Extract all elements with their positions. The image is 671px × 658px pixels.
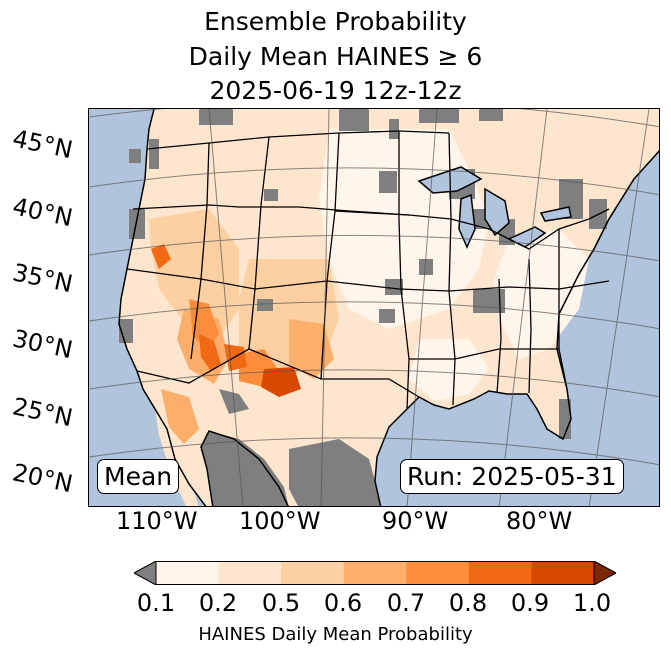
colorbar-tick-label: 0.9 — [510, 589, 550, 617]
colorbar-under-triangle — [134, 561, 157, 585]
map-canvas — [89, 109, 659, 506]
coastline — [118, 109, 659, 506]
colorbar-tick-label: 0.8 — [448, 589, 488, 617]
mean-label: Mean — [97, 459, 180, 494]
lat-label-30: 30°N — [10, 324, 76, 365]
colorbar-tick-label: 0.6 — [323, 589, 363, 617]
colorbar-tick-label: 0.5 — [261, 589, 301, 617]
colorbar-over-triangle — [593, 561, 616, 585]
colorbar-segment — [531, 561, 595, 585]
colorbar-segment — [406, 561, 470, 585]
colorbar-segment — [343, 561, 407, 585]
high-probability-areas — [151, 244, 301, 397]
colorbar-segment — [281, 561, 345, 585]
colorbar-tick-label: 0.7 — [386, 589, 426, 617]
colorbar-segment — [156, 561, 220, 585]
chart-title-line-2: Daily Mean HAINES ≥ 6 — [188, 42, 483, 71]
colorbar — [134, 561, 616, 585]
lon-label-90: 90°W — [382, 507, 449, 535]
map-panel — [88, 108, 660, 507]
colorbar-tick-label: 0.2 — [198, 589, 238, 617]
lon-label-100: 100°W — [239, 507, 321, 535]
colorbar-segment — [468, 561, 532, 585]
lat-label-35: 35°N — [10, 258, 76, 299]
colorbar-tick-label: 0.1 — [136, 589, 176, 617]
colorbar-label: HAINES Daily Mean Probability — [198, 624, 473, 645]
lon-label-80: 80°W — [506, 507, 573, 535]
lat-label-20: 20°N — [10, 458, 76, 499]
lat-label-45: 45°N — [10, 124, 76, 165]
colorbar-outline — [155, 561, 595, 585]
lat-label-40: 40°N — [10, 192, 76, 233]
run-date-label: Run: 2025-05-31 — [400, 459, 624, 494]
masked-areas — [119, 109, 607, 506]
chart-title-line-1: Ensemble Probability — [204, 7, 467, 36]
colorbar-segment — [218, 561, 282, 585]
chart-title-line-3: 2025-06-19 12z-12z — [209, 76, 462, 105]
colorbar-tick-label: 1.0 — [572, 589, 612, 617]
graticule — [89, 109, 659, 506]
lat-label-25: 25°N — [10, 392, 76, 433]
lon-label-110: 110°W — [116, 507, 198, 535]
